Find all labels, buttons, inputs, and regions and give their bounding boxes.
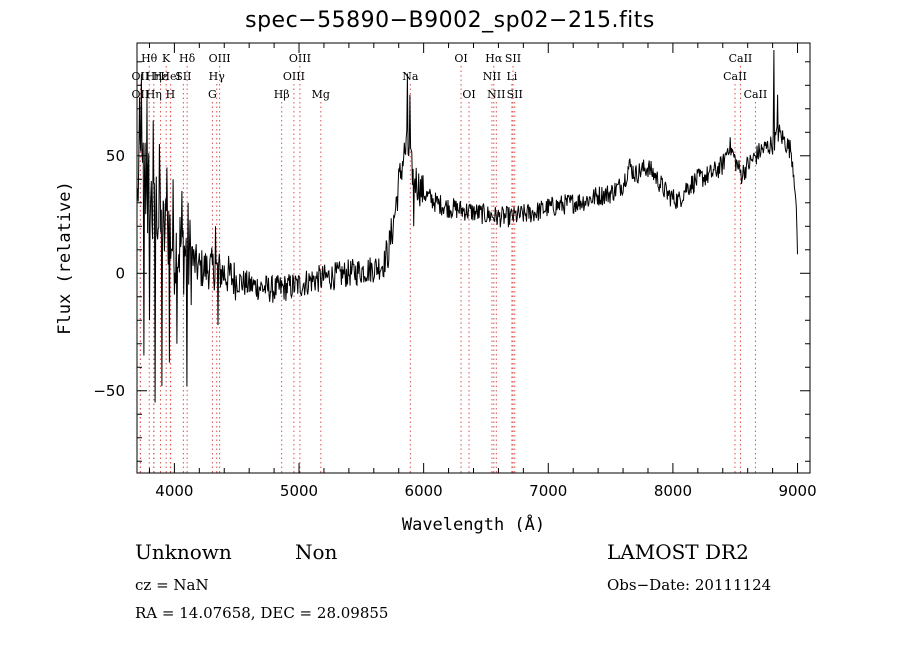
line-marker-label: OI <box>454 52 467 65</box>
y-tick-label: 50 <box>106 147 125 165</box>
x-tick-label: 8000 <box>654 482 692 500</box>
line-marker-label: Hη <box>146 88 162 101</box>
x-tick-label: 4000 <box>155 482 193 500</box>
spectrum-series <box>138 50 798 403</box>
line-marker-label: Na <box>402 70 419 83</box>
x-tick-label: 6000 <box>405 482 443 500</box>
line-marker-label: Hθ <box>141 52 158 65</box>
y-axis-label: Flux (relative) <box>55 181 75 335</box>
x-axis-label: Wavelength (Å) <box>402 513 545 535</box>
x-tick-label: 7000 <box>529 482 567 500</box>
line-marker-label: OIII <box>209 52 231 65</box>
line-marker-label: OIII <box>289 52 311 65</box>
line-marker-label: SII <box>507 88 523 101</box>
y-tick-label: −50 <box>93 382 125 400</box>
line-marker-label: Hα <box>485 52 503 65</box>
y-tick-label: 0 <box>115 264 125 282</box>
plot-frame <box>137 43 810 473</box>
line-marker-label: CaII <box>729 52 753 65</box>
line-marker-label: NII <box>487 88 505 101</box>
observation-date: Obs−Date: 20111124 <box>607 576 771 594</box>
line-marker-label: Hβ <box>274 88 290 101</box>
object-subclass: Non <box>295 540 337 564</box>
coordinates-line: RA = 14.07658, DEC = 28.09855 <box>135 604 388 622</box>
line-marker-label: Hδ <box>179 52 196 65</box>
line-marker-label: K <box>162 52 171 65</box>
line-marker-label: NII <box>483 70 501 83</box>
line-marker-label: OIII <box>283 70 305 83</box>
line-marker-label: OI <box>462 88 475 101</box>
x-tick-label: 5000 <box>280 482 318 500</box>
line-marker-label: SII <box>505 52 521 65</box>
line-marker-label: H <box>166 88 176 101</box>
line-marker-label: CaII <box>744 88 768 101</box>
line-marker-label: Hγ <box>209 70 226 83</box>
x-tick-label: 9000 <box>778 482 816 500</box>
object-class: Unknown <box>135 540 232 564</box>
line-marker-label: CaII <box>723 70 747 83</box>
line-marker-label: Mg <box>312 88 330 101</box>
survey-name: LAMOST DR2 <box>607 540 749 564</box>
line-marker-label: Li <box>506 70 517 83</box>
line-marker-label: G <box>208 88 217 101</box>
line-marker-label: SII <box>175 70 191 83</box>
redshift-line: cz = NaN <box>135 576 209 594</box>
spectrum-line <box>138 50 798 403</box>
